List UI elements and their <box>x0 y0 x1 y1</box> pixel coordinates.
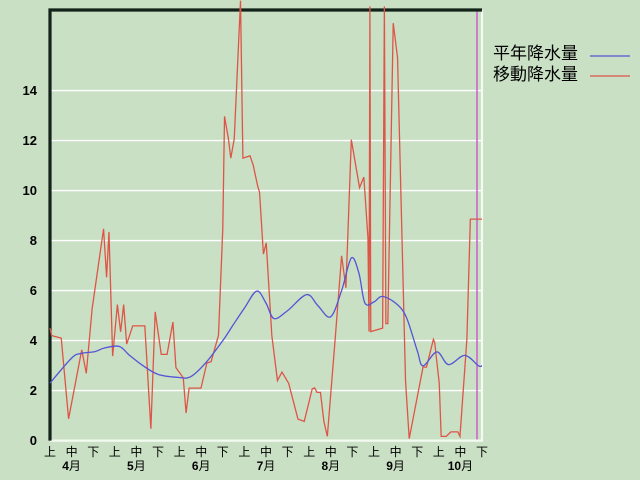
svg-text:中: 中 <box>325 444 337 459</box>
svg-text:8月: 8月 <box>321 459 340 473</box>
svg-text:下: 下 <box>217 445 229 459</box>
svg-text:9月: 9月 <box>386 459 405 473</box>
svg-text:中: 中 <box>260 444 272 459</box>
svg-text:上: 上 <box>238 445 250 459</box>
svg-text:4: 4 <box>30 333 38 348</box>
svg-text:下: 下 <box>476 445 488 459</box>
svg-text:下: 下 <box>87 445 99 459</box>
svg-text:0: 0 <box>30 433 37 448</box>
svg-text:12: 12 <box>23 133 37 148</box>
svg-text:上: 上 <box>368 445 380 459</box>
svg-text:上: 上 <box>44 445 56 459</box>
svg-text:中: 中 <box>454 444 466 459</box>
svg-text:5月: 5月 <box>127 459 146 473</box>
svg-text:上: 上 <box>303 445 315 459</box>
svg-text:下: 下 <box>346 445 358 459</box>
svg-text:上: 上 <box>433 445 445 459</box>
svg-text:14: 14 <box>23 83 38 98</box>
svg-text:中: 中 <box>130 444 142 459</box>
svg-text:4月: 4月 <box>62 459 81 473</box>
svg-text:10: 10 <box>23 183 37 198</box>
svg-text:下: 下 <box>282 445 294 459</box>
svg-text:8: 8 <box>30 233 37 248</box>
svg-text:6: 6 <box>30 283 37 298</box>
svg-text:移動降水量: 移動降水量 <box>493 65 578 84</box>
svg-text:2: 2 <box>30 383 37 398</box>
svg-text:中: 中 <box>195 444 207 459</box>
svg-text:上: 上 <box>109 445 121 459</box>
svg-text:下: 下 <box>152 445 164 459</box>
svg-text:平年降水量: 平年降水量 <box>493 44 578 63</box>
svg-text:10月: 10月 <box>448 459 473 473</box>
svg-text:7月: 7月 <box>257 459 276 473</box>
svg-text:中: 中 <box>66 444 78 459</box>
svg-text:中: 中 <box>390 444 402 459</box>
svg-text:6月: 6月 <box>192 459 211 473</box>
svg-text:上: 上 <box>174 445 186 459</box>
svg-text:下: 下 <box>411 445 423 459</box>
